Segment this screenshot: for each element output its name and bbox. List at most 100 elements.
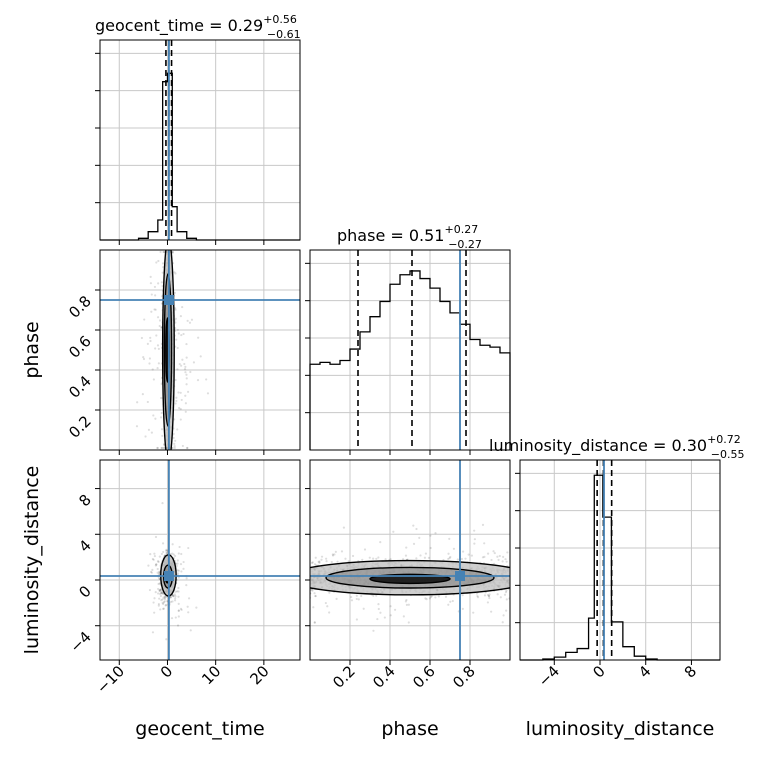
sample-point [330, 560, 333, 564]
sample-point [154, 564, 157, 567]
sample-point [165, 551, 169, 555]
sample-point [377, 603, 380, 606]
sample-point [419, 554, 422, 557]
sample-point [314, 595, 317, 598]
sample-point [158, 319, 162, 322]
sample-point [155, 563, 158, 566]
sample-point [196, 379, 200, 382]
sample-point [335, 597, 338, 601]
xtick-label-1: 0 [589, 662, 608, 681]
sample-point [172, 432, 175, 435]
panel-geocent-time-hist [95, 39, 301, 245]
xtick-label-1: 0 [157, 662, 176, 681]
sample-point [379, 540, 382, 544]
sample-point [434, 532, 437, 535]
frame-hist-geocent_time [99, 39, 301, 241]
sample-point [144, 435, 147, 438]
sample-point [163, 597, 167, 601]
sample-point [184, 371, 187, 374]
sample-point [488, 596, 491, 600]
sample-point [179, 563, 183, 566]
sample-point [467, 553, 470, 556]
sample-point [160, 446, 163, 450]
sample-point [153, 597, 156, 600]
sample-point [173, 271, 176, 274]
sample-point [187, 597, 191, 600]
xtick-label-2: 4 [635, 662, 654, 681]
ytick-label-1: 0.4 [65, 372, 95, 402]
sample-point [362, 607, 365, 610]
sample-point [160, 326, 163, 330]
sample-point [325, 557, 328, 560]
sample-point [165, 638, 168, 641]
sample-point [342, 526, 346, 529]
sample-point [174, 317, 177, 320]
xtick-label-0: −10 [93, 662, 128, 697]
title-phase: phase = 0.51+0.27 −0.27 [337, 223, 482, 251]
sample-point [490, 558, 493, 562]
sample-point [162, 446, 165, 450]
sample-point [502, 555, 505, 558]
sample-point [333, 553, 336, 556]
sample-point [181, 305, 184, 309]
sample-point [171, 552, 174, 555]
title-luminosity-distance: luminosity_distance = 0.30+0.72 −0.55 [489, 433, 745, 461]
sample-point [487, 594, 491, 598]
sample-point [156, 446, 159, 450]
sample-point [195, 606, 198, 609]
sample-point [172, 436, 175, 440]
sample-point [363, 548, 367, 551]
xlabel-phase: phase [381, 718, 438, 740]
sample-point [160, 591, 163, 595]
sample-point [328, 611, 331, 614]
sample-point [143, 318, 146, 321]
sample-point [379, 611, 382, 614]
sample-point [174, 378, 177, 382]
sample-point [344, 557, 347, 560]
sample-point [177, 590, 180, 593]
sample-point [177, 576, 180, 579]
sample-point [498, 554, 501, 558]
sample-point [188, 321, 192, 324]
sample-point [173, 446, 176, 450]
ytick-label-2: 0.6 [65, 332, 95, 362]
histogram-phase [309, 270, 511, 450]
sample-point [174, 321, 177, 324]
sample-point [173, 445, 176, 448]
xtick-label-0: 0.2 [329, 662, 359, 692]
sample-point [461, 550, 465, 553]
sample-point [197, 336, 200, 339]
sample-point [506, 551, 509, 554]
sample-point [170, 617, 174, 620]
sample-point [151, 631, 155, 634]
sample-point [160, 428, 164, 431]
sample-point [163, 600, 166, 603]
sample-point [146, 342, 149, 345]
sample-point [174, 554, 177, 558]
sample-point [169, 596, 172, 599]
sample-point [151, 568, 154, 571]
sample-point [393, 608, 397, 611]
sample-point [177, 602, 180, 605]
sample-point [372, 594, 375, 597]
sample-point [151, 368, 154, 371]
sample-point [501, 621, 504, 624]
ytick-label-3: 0.8 [65, 292, 95, 322]
sample-point [136, 401, 139, 404]
sample-point [186, 446, 189, 450]
sample-point [153, 308, 156, 311]
sample-point [173, 442, 176, 445]
sample-point [464, 557, 467, 560]
sample-point [157, 576, 160, 579]
sample-point [429, 546, 432, 550]
sample-point [154, 308, 157, 311]
sample-point [153, 611, 156, 614]
sample-point [156, 344, 160, 347]
sample-point [160, 281, 163, 284]
sample-point [149, 275, 152, 278]
sample-point [162, 607, 165, 610]
sample-point [150, 431, 153, 434]
sample-point [157, 570, 161, 573]
sample-point [179, 418, 182, 421]
sample-point [174, 402, 177, 405]
